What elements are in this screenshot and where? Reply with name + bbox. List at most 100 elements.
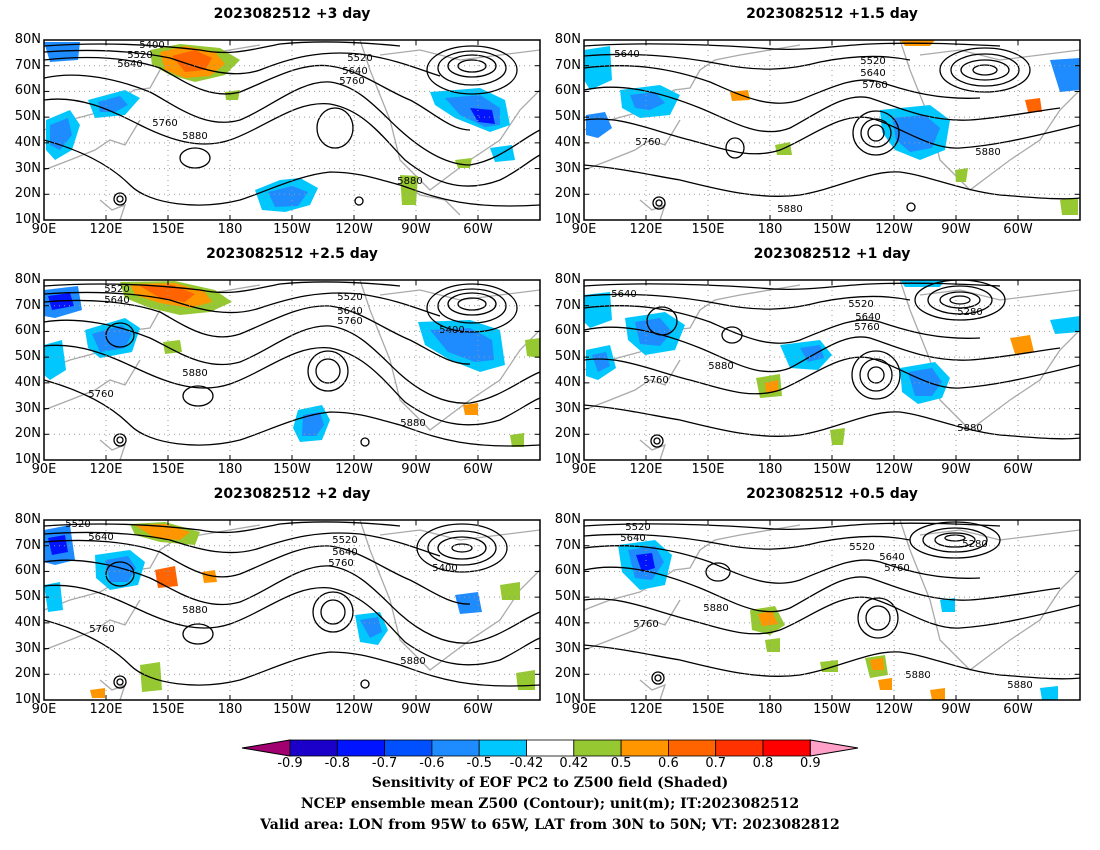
z500-contours (584, 42, 1080, 212)
contour-labels: 5400 5520 5640 5520 5640 5760 5760 5880 … (117, 40, 422, 187)
contour-label: 5760 (328, 558, 353, 569)
lon-label: 60W (463, 222, 493, 237)
lon-label: 120W (875, 222, 913, 237)
contour-label: 5520 (332, 535, 357, 546)
panel-title: 2023082512 +1.5 day (746, 6, 918, 22)
lat-label: 70N (14, 537, 41, 553)
lon-label: 120W (335, 462, 373, 477)
lon-label: 90E (571, 462, 597, 477)
contour-label: 5640 (860, 68, 885, 79)
colorbar (241, 739, 859, 757)
lon-label: 120E (629, 462, 663, 477)
lat-label: 10N (554, 212, 581, 227)
colorbar-tick-label: 0.9 (799, 756, 821, 771)
lon-label: 180 (217, 702, 243, 717)
coastlines (44, 520, 540, 700)
contour-label: 5520 (127, 50, 152, 61)
lon-label: 150W (273, 702, 311, 717)
map-frame (583, 279, 1081, 461)
lon-label: 90E (571, 222, 597, 237)
contour-label: 5640 (620, 533, 645, 544)
lat-label: 50N (554, 109, 581, 125)
lat-label: 30N (554, 640, 581, 656)
colorbar-swatch (289, 739, 338, 757)
contour-label: 5880 (905, 670, 930, 681)
contour-label: 5640 (88, 532, 113, 543)
lon-label: 60W (463, 702, 493, 717)
contour-label: 5880 (975, 147, 1000, 158)
contour-label: 5760 (633, 619, 658, 630)
contour-label: 5280 (962, 539, 987, 550)
contour-label: 5880 (182, 605, 207, 616)
lat-label: 80N (554, 512, 581, 527)
z500-contours (44, 521, 540, 689)
lat-label: 30N (554, 400, 581, 416)
lon-label: 90W (941, 222, 971, 237)
lon-label: 60W (1003, 222, 1033, 237)
contour-label: 5760 (854, 322, 879, 333)
lon-label: 150E (691, 222, 725, 237)
colorbar-swatch (526, 739, 575, 757)
lon-label: 90W (401, 702, 431, 717)
contour-label: 5880 (1007, 680, 1032, 691)
lon-label: 90E (31, 702, 57, 717)
lat-label: 60N (554, 563, 581, 579)
lat-label: 40N (554, 614, 581, 630)
colorbar-swatch (336, 739, 385, 757)
lat-label: 60N (14, 83, 41, 99)
lat-label: 50N (14, 109, 41, 125)
lat-label: 40N (554, 374, 581, 390)
contour-label: 5520 (625, 522, 650, 533)
colorbar-swatch (384, 739, 433, 757)
lon-label: 120E (89, 222, 123, 237)
colorbar-tick-label: 0.42 (559, 756, 589, 771)
lon-label: 180 (757, 222, 783, 237)
contour-labels: 5520 5640 5520 5640 5760 5280 5880 5760 … (620, 522, 1032, 691)
contour-label: 5520 (848, 299, 873, 310)
contour-label: 5640 (117, 59, 142, 70)
lat-label: 80N (14, 32, 41, 47)
lon-label: 150E (691, 462, 725, 477)
contour-label: 5640 (614, 49, 639, 60)
contour-label: 5760 (88, 389, 113, 400)
lon-label: 60W (463, 462, 493, 477)
lon-label: 120E (89, 702, 123, 717)
contour-label: 5640 (337, 306, 362, 317)
lon-label: 150W (273, 462, 311, 477)
contour-label: 5520 (849, 542, 874, 553)
colorbar-tick-label: -0.7 (371, 756, 398, 771)
lat-label: 10N (554, 452, 581, 467)
lat-label: 80N (554, 32, 581, 47)
contour-label: 5760 (89, 624, 114, 635)
contour-label: 5760 (339, 76, 364, 87)
colorbar-swatch (573, 739, 622, 757)
contour-label: 5880 (400, 656, 425, 667)
lat-label: 10N (14, 452, 41, 467)
contour-label: 5400 (432, 563, 457, 574)
contour-label: 5880 (400, 418, 425, 429)
contour-label: 5640 (104, 295, 129, 306)
caption-line-2: NCEP ensemble mean Z500 (Contour); unit(… (300, 796, 800, 812)
lat-label: 10N (14, 212, 41, 227)
lon-label: 150W (813, 222, 851, 237)
contour-label: 5640 (342, 66, 367, 77)
colorbar-swatch (431, 739, 480, 757)
map-panels: 5400 5520 5640 5520 5640 5760 5760 5880 … (43, 39, 1081, 701)
contour-label: 5880 (957, 423, 982, 434)
lat-label: 80N (14, 512, 41, 527)
contour-label: 5520 (65, 519, 90, 530)
lat-label: 40N (554, 134, 581, 150)
lat-label: 30N (554, 160, 581, 176)
lat-label: 70N (554, 57, 581, 73)
z500-contours (584, 521, 1080, 685)
map-frames (43, 39, 1081, 701)
contour-label: 5640 (611, 289, 636, 300)
map-panel-4: 5520 5640 5520 5640 5760 5400 5760 5880 … (44, 519, 540, 700)
lat-label: 20N (14, 426, 41, 442)
sensitivity-shading (618, 540, 1058, 700)
contour-label: 5760 (635, 137, 660, 148)
contour-label: 5880 (182, 368, 207, 379)
lat-label: 60N (14, 323, 41, 339)
lon-label: 180 (217, 222, 243, 237)
lon-label: 150E (691, 702, 725, 717)
